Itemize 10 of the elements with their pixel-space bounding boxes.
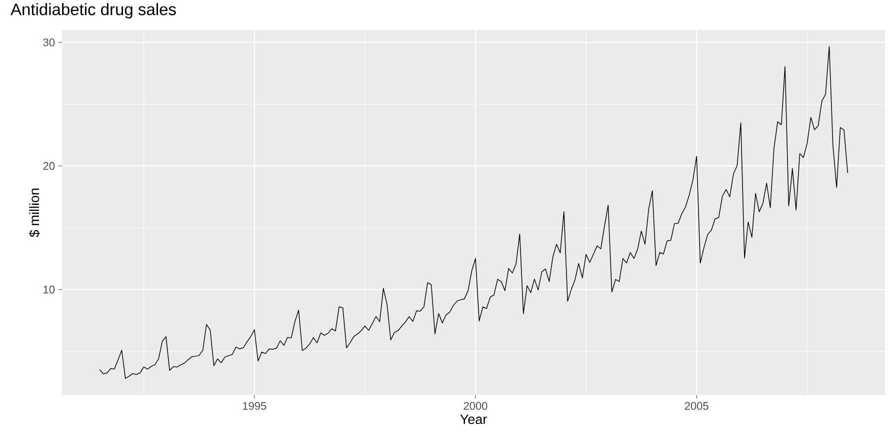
- x-tick-label: 2005: [684, 402, 708, 410]
- y-tick-label: 30: [43, 38, 55, 46]
- x-tick-label: 1995: [243, 402, 266, 410]
- line-series: [99, 46, 848, 379]
- y-axis-title: $ million: [28, 188, 40, 238]
- y-tick-label: 10: [44, 286, 55, 294]
- x-axis-title: Year: [460, 414, 487, 424]
- y-tick-label: 20: [43, 162, 55, 170]
- chart-title: Antidiabetic drug sales: [10, 3, 176, 18]
- x-tick-label: 2000: [464, 402, 488, 410]
